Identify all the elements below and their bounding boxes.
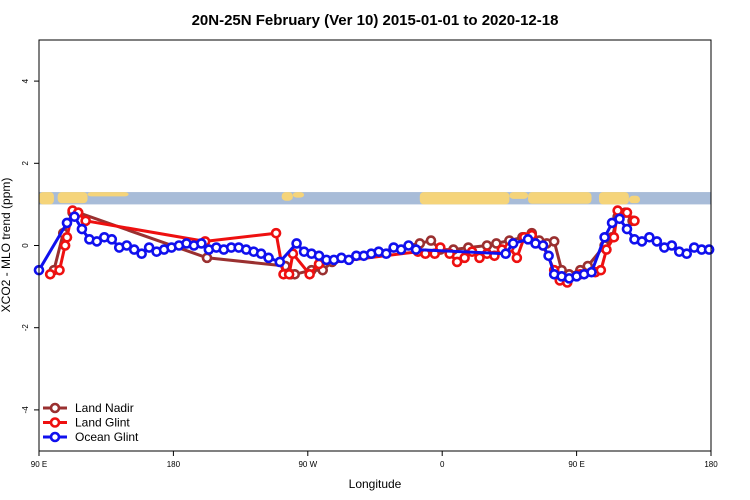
data-point	[614, 213, 625, 225]
data-point	[507, 238, 519, 249]
data-point	[644, 231, 655, 243]
legend-label: Ocean Glint	[75, 430, 139, 444]
data-point	[201, 252, 213, 264]
data-point	[128, 244, 140, 255]
land-masses	[39, 192, 641, 205]
land-mass	[509, 192, 529, 199]
legend-label: Land Nadir	[75, 401, 134, 415]
x-tick-label: 90 E	[31, 460, 47, 469]
y-tick-label: 2	[21, 161, 30, 166]
data-point	[703, 244, 715, 255]
data-point	[44, 268, 56, 280]
data-point	[612, 205, 623, 216]
data-point	[255, 248, 267, 260]
y-axis: -4 -2 0 2 4	[21, 78, 39, 413]
data-point	[270, 227, 282, 239]
land-mass	[57, 192, 88, 204]
data-point	[61, 231, 73, 243]
data-point	[143, 242, 155, 253]
data-point	[283, 268, 295, 280]
data-point	[380, 248, 392, 260]
x-tick-label: 180	[704, 460, 718, 469]
series-ocean-glint	[33, 211, 715, 284]
series-land-nadir	[48, 207, 638, 280]
data-point	[304, 268, 315, 280]
data-point	[80, 215, 91, 227]
land-mass	[292, 192, 305, 198]
x-tick-label: 180	[167, 460, 181, 469]
chart-title: 20N-25N February (Ver 10) 2015-01-01 to …	[192, 12, 559, 29]
x-tick-label: 0	[440, 460, 445, 469]
data-point	[410, 244, 422, 255]
data-point	[459, 252, 470, 264]
data-point	[636, 236, 648, 247]
data-point	[651, 236, 663, 247]
data-point	[537, 240, 549, 251]
data-point	[621, 223, 633, 235]
data-point	[263, 252, 274, 264]
data-point	[681, 248, 693, 260]
land-mass	[39, 192, 54, 205]
legend-marker	[49, 402, 61, 414]
series-layer	[33, 205, 715, 288]
data-point	[666, 240, 678, 251]
data-point	[491, 238, 502, 249]
data-point	[69, 211, 80, 223]
data-point	[511, 252, 523, 264]
data-point	[196, 238, 207, 249]
data-point	[606, 217, 618, 229]
data-point	[621, 207, 633, 218]
data-point	[608, 231, 620, 243]
data-point	[106, 234, 118, 245]
data-point	[61, 217, 73, 229]
x-axis: 90 E 180 90 W 0 90 E 180	[31, 451, 718, 469]
y-tick-label: -2	[21, 324, 30, 332]
data-point	[91, 236, 103, 247]
land-mass	[281, 192, 293, 201]
map-strip	[39, 192, 711, 205]
land-mass	[528, 192, 592, 204]
data-point	[451, 256, 463, 268]
data-point	[403, 240, 414, 251]
data-point	[291, 238, 302, 249]
land-mass	[419, 192, 510, 205]
data-point	[395, 244, 407, 255]
data-point	[500, 248, 511, 260]
data-point	[59, 240, 71, 251]
data-point	[54, 264, 65, 276]
data-point	[313, 250, 325, 262]
y-tick-label: 0	[21, 243, 30, 248]
land-mass	[87, 192, 129, 197]
legend-label: Land Glint	[75, 416, 130, 430]
x-tick-label: 90 W	[298, 460, 317, 469]
y-tick-label: 4	[21, 78, 30, 83]
x-axis-label: Longitude	[349, 477, 402, 491]
data-point	[425, 235, 437, 246]
x-tick-label: 90 E	[568, 460, 584, 469]
data-point	[601, 244, 612, 255]
data-point	[522, 234, 534, 245]
data-point	[548, 236, 560, 247]
data-point	[481, 240, 493, 251]
data-point	[343, 254, 355, 266]
y-axis-label: XCO2 - MLO trend (ppm)	[0, 178, 13, 313]
data-point	[595, 264, 607, 276]
y-tick-label: -4	[21, 406, 30, 414]
data-point	[136, 248, 147, 260]
land-mass	[628, 195, 641, 204]
data-point	[586, 266, 597, 278]
data-point	[76, 223, 88, 235]
land-mass	[599, 192, 629, 205]
data-point	[121, 240, 133, 251]
data-point	[274, 256, 286, 268]
data-point	[543, 250, 554, 262]
data-point	[599, 231, 610, 243]
data-point	[629, 215, 640, 227]
legend-marker	[49, 431, 61, 443]
legend-marker	[49, 417, 61, 428]
